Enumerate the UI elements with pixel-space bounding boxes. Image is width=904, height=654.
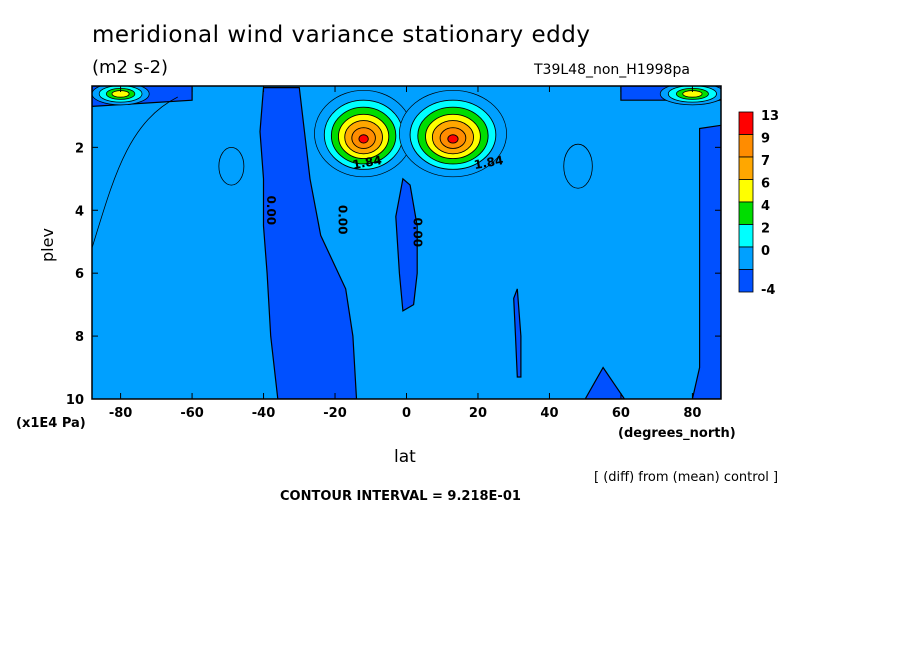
y-tick-label-1: 4	[75, 204, 84, 219]
legend-label-1: 9	[761, 132, 770, 147]
contour-ring-west	[218, 146, 245, 186]
legend-label-4: 4	[761, 199, 770, 214]
legend-label-7: -4	[761, 283, 775, 298]
contour-line-west	[92, 96, 178, 249]
y-tick-label-0: 2	[75, 141, 84, 156]
legend-swatch-4	[738, 201, 754, 225]
x-axis-label: lat	[394, 447, 416, 467]
x-tick-label-2: -40	[252, 406, 276, 421]
legend-swatch-2	[738, 156, 754, 180]
chart-title: meridional wind variance stationary eddy	[92, 22, 591, 48]
x-tick-label-6: 40	[540, 406, 558, 421]
legend-label-3: 6	[761, 177, 770, 192]
x-tick-label-8: 80	[683, 406, 701, 421]
chart-units: (m2 s-2)	[92, 57, 169, 78]
negative-region-3	[691, 124, 721, 399]
legend-label-0: 13	[761, 109, 779, 124]
legend-label-6: 0	[761, 244, 770, 259]
contour-interval-note: CONTOUR INTERVAL = 9.218E-01	[280, 489, 521, 504]
diff-note: [ (diff) from (mean) control ]	[594, 470, 779, 485]
legend-swatch-3	[738, 179, 754, 203]
legend-label-2: 7	[761, 154, 770, 169]
legend-swatch-6	[738, 246, 754, 270]
positive-max-1-6	[447, 134, 459, 144]
contour-label-4: 1.84	[473, 153, 505, 172]
negative-region-1	[395, 177, 418, 312]
y-axis-label: plev	[38, 228, 57, 262]
legend-swatch-7	[738, 269, 754, 293]
x-tick-label-4: 0	[402, 406, 411, 421]
contour-ring-east	[563, 143, 593, 189]
contour-label-1: 0.00	[336, 205, 350, 235]
x-tick-label-7: 60	[612, 406, 630, 421]
legend-label-5: 2	[761, 222, 770, 237]
contour-fills: 0.00 0.00 0.00 1.84 1.84	[92, 86, 721, 399]
legend-swatch-5	[738, 224, 754, 248]
y-tick-label-3: 8	[75, 330, 84, 345]
x-tick-label-1: -60	[180, 406, 204, 421]
positive-max-0-6	[358, 134, 369, 144]
y-tick-label-4: 10	[66, 393, 84, 408]
x-tick-label-5: 20	[469, 406, 487, 421]
y-tick-label-2: 6	[75, 267, 84, 282]
contour-label-2: 0.00	[411, 217, 425, 247]
x-tick-label-0: -80	[109, 406, 133, 421]
negative-region-2	[513, 288, 522, 378]
x-tick-label-3: -20	[323, 406, 347, 421]
x-axis-unit: (degrees_north)	[618, 426, 736, 441]
contour-label-3: 1.84	[351, 153, 383, 172]
legend-swatch-0	[738, 111, 754, 135]
legend-swatch-1	[738, 134, 754, 158]
negative-region-0	[259, 86, 358, 399]
negative-region-4	[584, 366, 626, 399]
y-axis-unit: (x1E4 Pa)	[16, 416, 86, 431]
contour-label-0: 0.00	[264, 195, 278, 225]
run-label: T39L48_non_H1998pa	[534, 62, 690, 78]
